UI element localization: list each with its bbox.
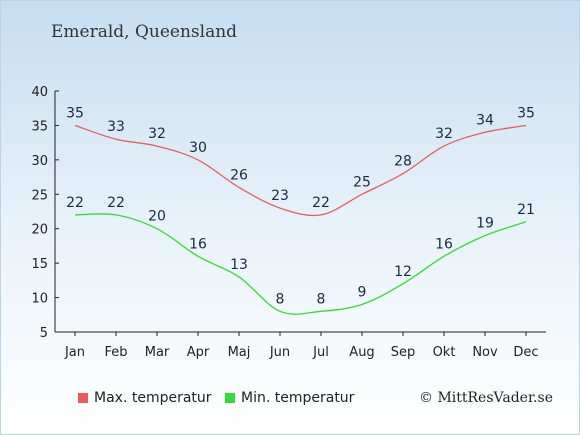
data-label-min: 22 xyxy=(107,195,125,211)
legend-item-max: Max. temperatur xyxy=(78,390,212,406)
data-label-max: 30 xyxy=(189,140,207,156)
data-label-min: 20 xyxy=(148,209,166,225)
x-tick-label: Feb xyxy=(104,345,127,360)
data-label-max: 35 xyxy=(66,105,84,121)
legend-swatch-max xyxy=(78,393,88,403)
data-label-min: 12 xyxy=(394,264,412,280)
legend-label-min: Min. temperatur xyxy=(241,390,355,406)
x-tick-label: Maj xyxy=(228,345,251,360)
chart-title: Emerald, Queensland xyxy=(51,22,238,42)
y-tick-label: 10 xyxy=(31,292,48,307)
data-label-min: 16 xyxy=(435,236,453,252)
data-label-min: 13 xyxy=(230,257,248,273)
y-tick-label: 15 xyxy=(31,257,48,272)
data-label-min: 9 xyxy=(358,284,367,300)
data-label-min: 8 xyxy=(317,291,326,307)
y-tick-label: 35 xyxy=(31,119,48,134)
legend-item-min: Min. temperatur xyxy=(225,390,354,406)
x-tick-label: Jan xyxy=(64,345,85,360)
data-label-max: 32 xyxy=(435,126,453,142)
y-tick-label: 25 xyxy=(31,188,48,203)
x-tick-label: Dec xyxy=(513,345,538,360)
series-line-max xyxy=(74,124,527,217)
data-label-min: 21 xyxy=(517,202,535,218)
data-label-max: 28 xyxy=(394,154,412,170)
data-label-max: 34 xyxy=(476,112,494,128)
legend-swatch-min xyxy=(225,393,235,403)
data-label-max: 22 xyxy=(312,195,330,211)
series-line-min xyxy=(74,213,527,315)
x-tick-label: Aug xyxy=(349,345,374,360)
data-label-max: 32 xyxy=(148,126,166,142)
data-label-min: 22 xyxy=(66,195,84,211)
data-label-max: 33 xyxy=(107,119,125,135)
x-tick-label: Jul xyxy=(312,345,329,360)
x-tick-label: Nov xyxy=(472,345,498,360)
legend-label-max: Max. temperatur xyxy=(94,390,212,406)
data-label-max: 26 xyxy=(230,167,248,183)
data-label-min: 16 xyxy=(189,236,207,252)
x-tick-label: Mar xyxy=(145,345,170,360)
y-tick-label: 5 xyxy=(40,326,48,341)
data-label-max: 35 xyxy=(517,105,535,121)
data-label-min: 8 xyxy=(276,291,285,307)
x-tick-label: Okt xyxy=(433,345,456,360)
x-tick-label: Jun xyxy=(269,345,290,360)
site-credit: © MittResVader.se xyxy=(419,390,554,406)
data-label-max: 23 xyxy=(271,188,289,204)
x-tick-label: Apr xyxy=(187,345,210,360)
x-tick-label: Sep xyxy=(391,345,416,360)
y-tick-label: 20 xyxy=(31,223,48,238)
data-label-min: 19 xyxy=(476,216,494,232)
data-label-max: 25 xyxy=(353,174,371,190)
y-tick-label: 30 xyxy=(31,154,48,169)
y-tick-label: 40 xyxy=(31,85,48,100)
